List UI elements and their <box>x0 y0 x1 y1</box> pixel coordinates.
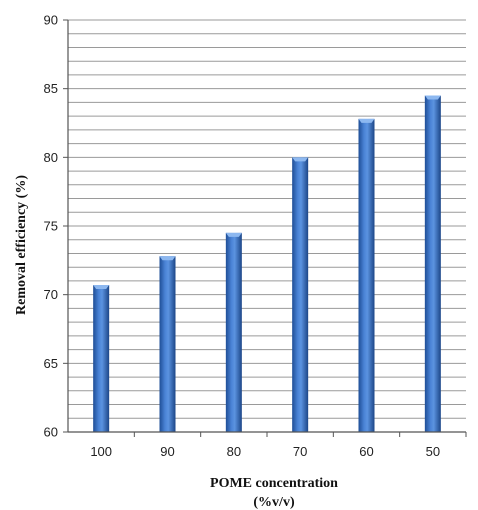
bar-body <box>292 157 309 433</box>
x-tick-label: 70 <box>293 444 307 459</box>
x-tick-label: 100 <box>90 444 112 459</box>
bar-body <box>159 256 176 432</box>
x-tick-label: 60 <box>359 444 373 459</box>
bar-body <box>358 118 375 432</box>
y-tick-labels: 60 65 70 75 80 85 90 <box>44 13 68 440</box>
bar <box>159 256 176 432</box>
x-axis-title-line1: POME concentration <box>210 476 338 491</box>
bar-body <box>93 285 110 432</box>
y-tick-label: 85 <box>44 81 58 96</box>
y-axis-title: Removal efficiency (%) <box>14 175 29 315</box>
y-tick-label: 70 <box>44 287 58 302</box>
bar-cap <box>159 256 176 261</box>
bar-body <box>225 232 242 432</box>
bar <box>292 157 309 433</box>
x-tick-label: 90 <box>160 444 174 459</box>
y-tick-label: 65 <box>44 356 58 371</box>
x-axis-title-line2: (%v/v) <box>253 495 295 510</box>
bar-cap <box>358 118 375 123</box>
bar-cap <box>424 95 441 100</box>
bar-cap <box>225 232 242 237</box>
bar <box>225 232 242 432</box>
bar-series <box>93 95 441 433</box>
bar <box>93 285 110 432</box>
bar <box>358 118 375 432</box>
x-tick-label: 80 <box>227 444 241 459</box>
gridlines <box>68 19 466 433</box>
y-tick-label: 60 <box>44 425 58 440</box>
x-tick-label: 50 <box>426 444 440 459</box>
y-tick-label: 75 <box>44 219 58 234</box>
x-tick-labels: 100 90 80 70 60 50 <box>90 432 467 459</box>
bar-body <box>424 95 441 433</box>
y-tick-label: 80 <box>44 150 58 165</box>
bar-cap <box>93 285 110 290</box>
y-tick-label: 90 <box>44 13 58 28</box>
bar <box>424 95 441 433</box>
bar-cap <box>292 157 309 162</box>
